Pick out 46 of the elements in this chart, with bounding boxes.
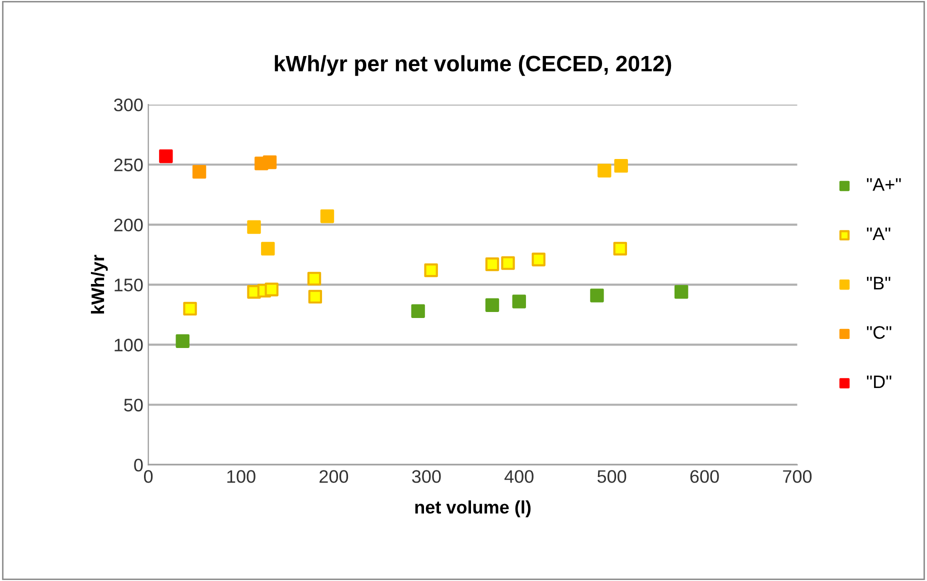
- y-tick-label: 200: [114, 218, 143, 232]
- y-axis-title: kWh/yr: [90, 254, 108, 314]
- point: [159, 149, 173, 164]
- point: [501, 256, 515, 270]
- y-tick-label: 150: [114, 278, 143, 292]
- point: [590, 288, 604, 302]
- point: [247, 220, 261, 234]
- x-tick-label: 700: [783, 470, 812, 483]
- x-tick-label: 600: [690, 470, 719, 483]
- x-tick-label: 500: [597, 470, 626, 483]
- legend-label: "B": [866, 276, 890, 290]
- point: [613, 242, 628, 256]
- legend-label: "C": [866, 326, 892, 339]
- point: [264, 282, 278, 296]
- point: [411, 304, 425, 318]
- y-tick-label: 0: [134, 458, 143, 472]
- point: [674, 285, 688, 299]
- point: [320, 209, 334, 224]
- point: [512, 294, 526, 308]
- x-tick-label: 0: [144, 470, 153, 483]
- x-tick-label: 100: [227, 470, 256, 483]
- point: [532, 252, 546, 266]
- legend-label: "A": [866, 228, 890, 240]
- point: [614, 158, 628, 173]
- point: [424, 263, 438, 278]
- point: [261, 242, 275, 256]
- point: [307, 272, 322, 286]
- point: [262, 155, 277, 170]
- y-tick-label: 300: [114, 98, 143, 112]
- y-tick-label: 250: [114, 158, 143, 172]
- point: [485, 298, 500, 312]
- x-tick-label: 400: [504, 470, 534, 483]
- point: [176, 334, 190, 348]
- y-tick-label: 100: [114, 338, 143, 352]
- point: [598, 164, 612, 178]
- x-tick-label: 200: [320, 470, 348, 483]
- point: [183, 302, 197, 316]
- legend-label: "A+": [866, 178, 901, 191]
- y-tick-label: 50: [124, 398, 143, 412]
- x-axis-title: net volume (l): [415, 500, 531, 518]
- point: [192, 164, 206, 179]
- point: [308, 290, 322, 304]
- chart-title: kWh/yr per net volume (CECED, 2012): [274, 55, 672, 76]
- point: [485, 257, 500, 272]
- x-tick-label: 300: [412, 470, 441, 483]
- legend-label: "D": [866, 376, 892, 388]
